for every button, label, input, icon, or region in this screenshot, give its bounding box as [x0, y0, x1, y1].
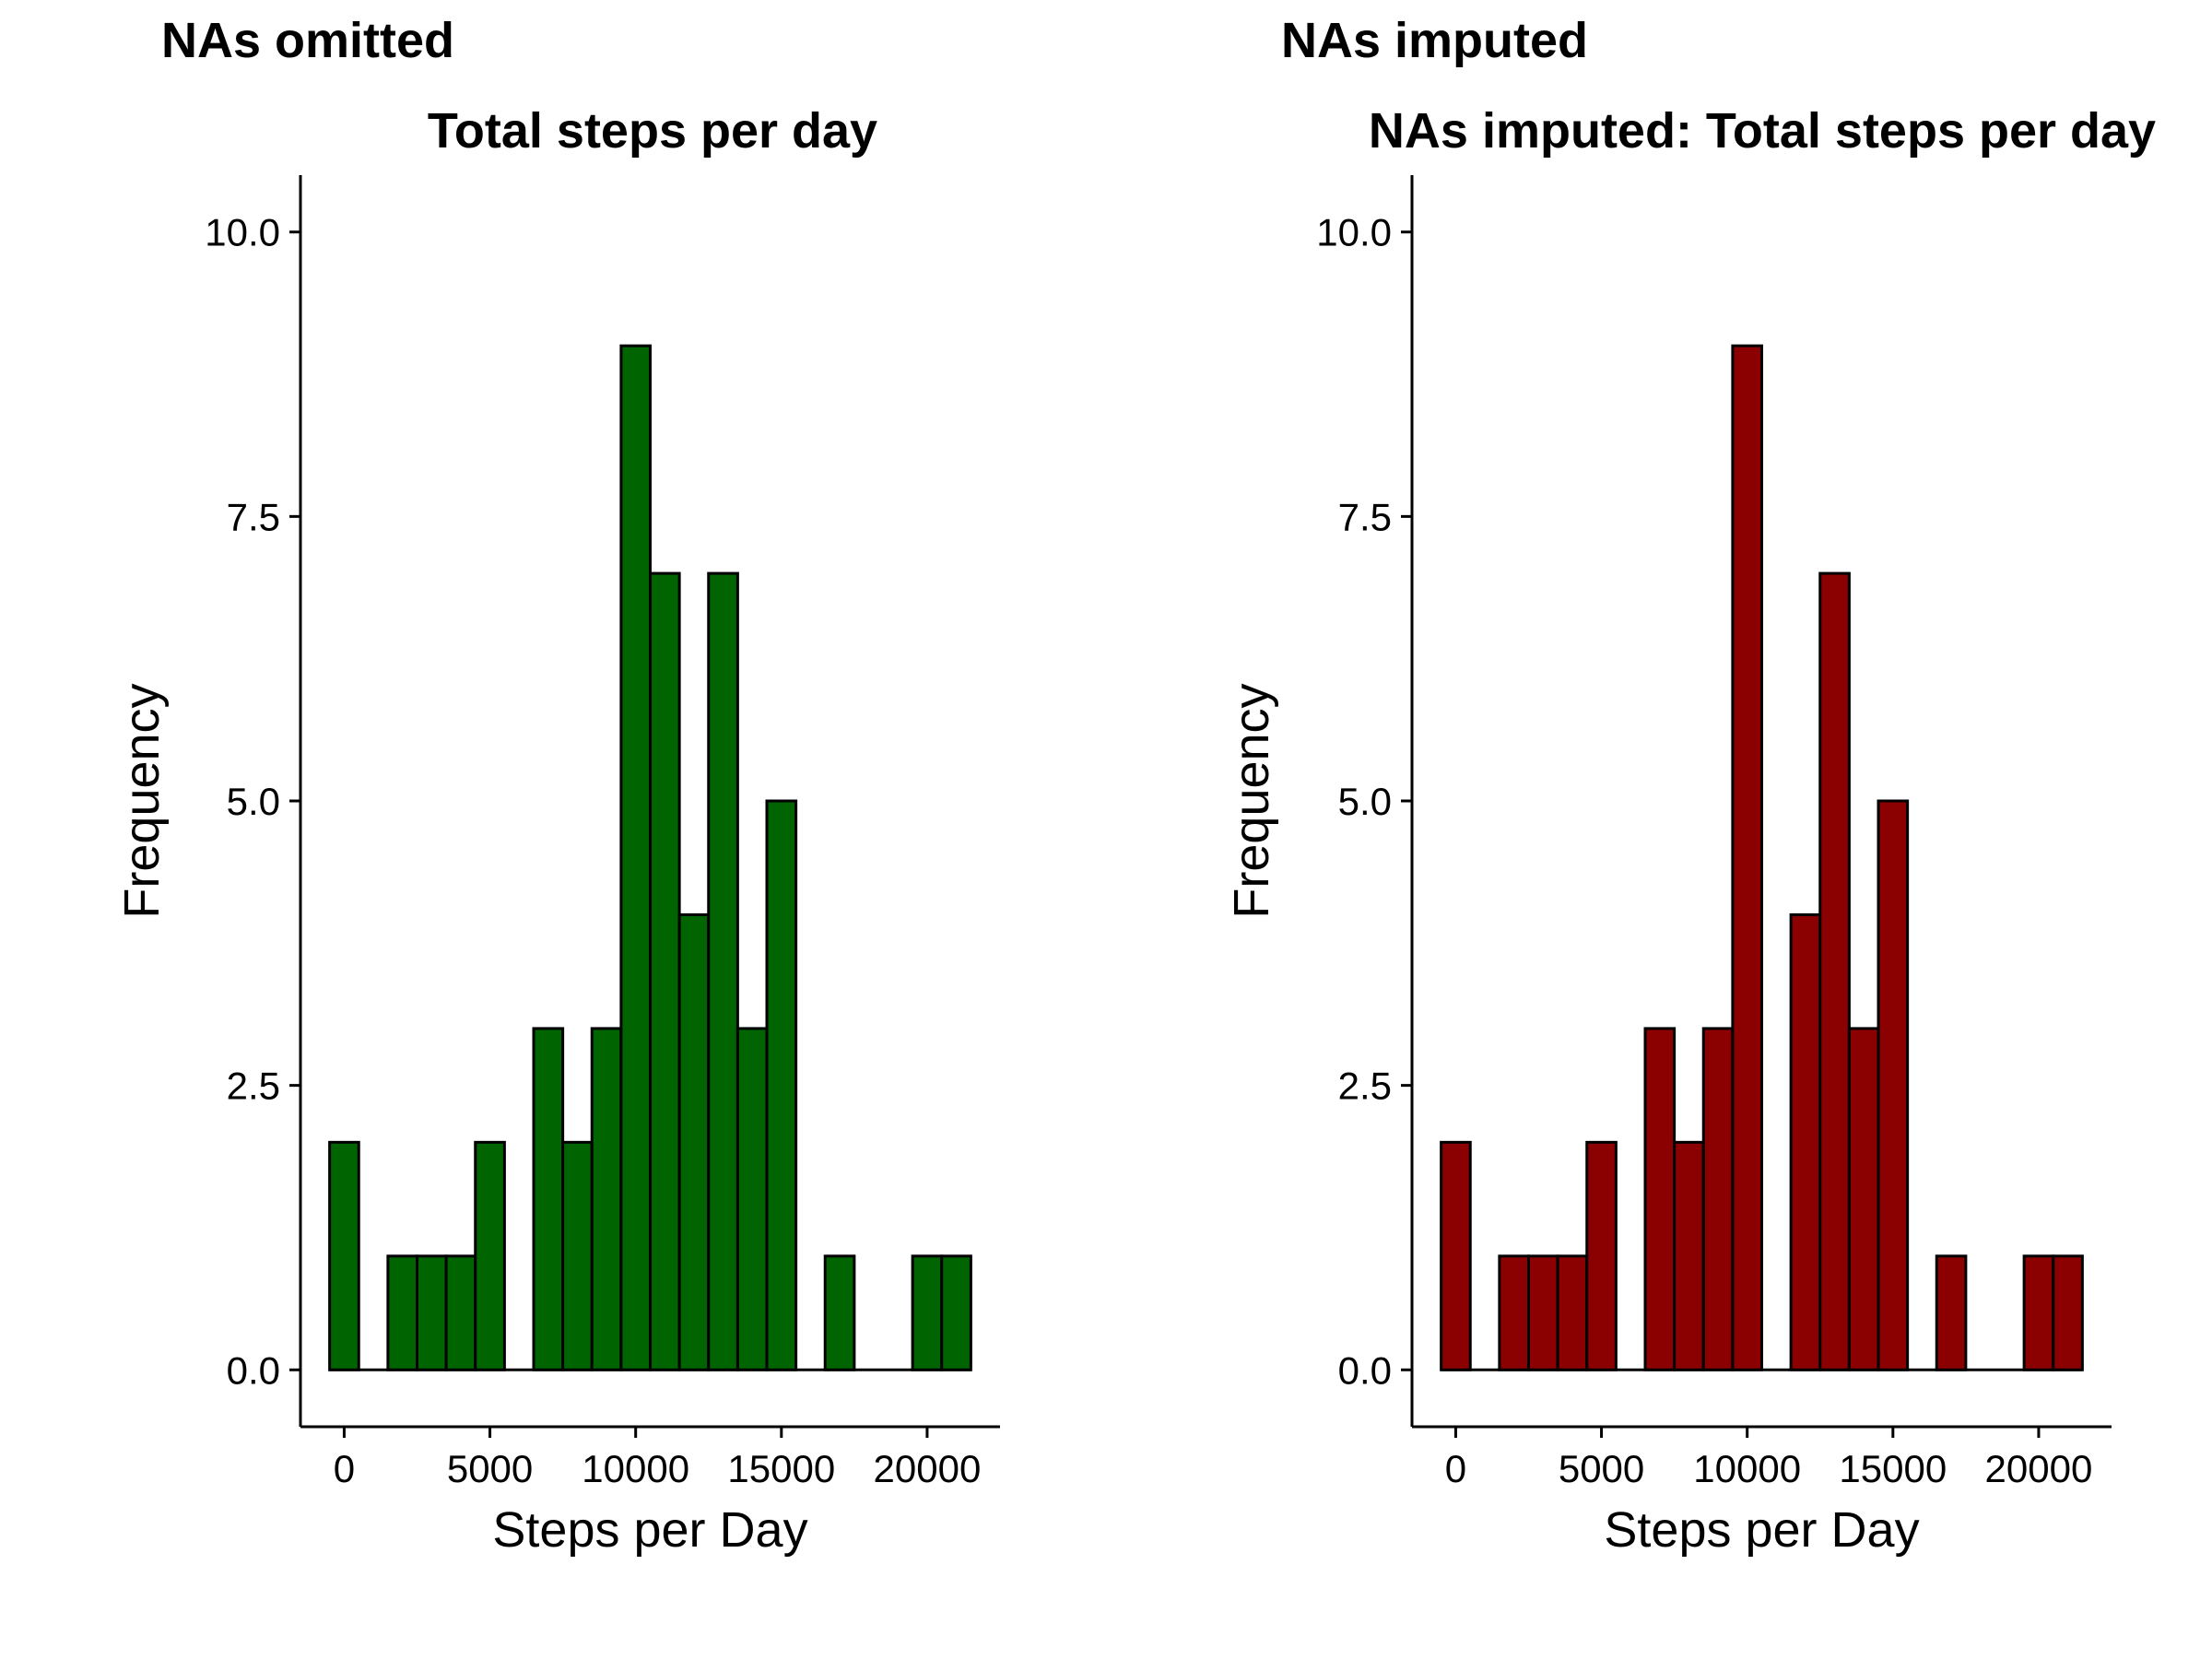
histogram-bar: [1847, 1027, 1880, 1371]
y-tick-label: 2.5: [1338, 1065, 1392, 1108]
y-tick-label: 10.0: [1316, 211, 1392, 254]
histogram-bar: [561, 1140, 594, 1371]
y-tick-label: 7.5: [227, 495, 280, 538]
histogram-bar: [416, 1254, 448, 1371]
histogram-bar: [444, 1254, 477, 1371]
y-tick-label: 2.5: [227, 1065, 280, 1108]
histogram-bar: [474, 1140, 506, 1371]
plot-title: Total steps per day: [428, 103, 877, 159]
histogram-bar: [1440, 1140, 1472, 1371]
y-tick-label: 10.0: [205, 211, 280, 254]
histogram-bar: [823, 1254, 856, 1371]
histogram-bar: [1701, 1027, 1735, 1371]
histogram-panel-1: NAs omitted Total steps per day 0.0 2.5 5.0 7…: [114, 13, 1000, 1558]
histogram-bar: [1789, 912, 1822, 1371]
plot-title: NAs imputed: Total steps per day: [1369, 103, 2156, 159]
x-tick-label: 0: [334, 1447, 355, 1490]
x-axis-title: Steps per Day: [492, 1502, 807, 1558]
x-tick-label: 5000: [447, 1447, 533, 1490]
histogram-bar: [386, 1254, 418, 1371]
y-tick-label: 0.0: [1338, 1348, 1392, 1392]
histogram-bar: [707, 571, 739, 1371]
x-tick-label: 0: [1445, 1447, 1466, 1490]
histogram-bar: [1585, 1140, 1618, 1371]
x-tick-label: 5000: [1559, 1447, 1644, 1490]
y-tick-label: 0.0: [227, 1348, 280, 1392]
y-tick-label: 7.5: [1338, 495, 1392, 538]
histogram-bar: [1498, 1254, 1530, 1371]
histogram-bar: [532, 1027, 565, 1371]
histogram-bar: [765, 799, 798, 1371]
histogram-bar: [1731, 344, 1763, 1371]
histogram-bar: [940, 1254, 972, 1371]
histogram-bar: [1673, 1140, 1705, 1371]
histogram-bar: [328, 1140, 360, 1371]
histogram-bar: [735, 1027, 769, 1371]
histogram-bar: [619, 344, 652, 1371]
histogram-bar: [911, 1254, 944, 1371]
x-tick-label: 15000: [1839, 1447, 1947, 1490]
x-tick-label: 20000: [1985, 1447, 2093, 1490]
histogram-bar: [1527, 1254, 1559, 1371]
histogram-bar: [649, 571, 681, 1371]
y-tick-label: 5.0: [227, 780, 280, 823]
x-tick-label: 10000: [582, 1447, 689, 1490]
histogram-bar: [590, 1027, 623, 1371]
x-axis-title: Steps per Day: [1604, 1502, 1919, 1558]
x-tick-label: 15000: [727, 1447, 835, 1490]
histogram-bar: [1643, 1027, 1677, 1371]
histogram-bar: [1935, 1254, 1968, 1371]
histogram-bar: [1877, 799, 1910, 1371]
y-tick-label: 5.0: [1338, 780, 1392, 823]
y-axis-title: Frequency: [1224, 683, 1279, 918]
histogram-bar: [1556, 1254, 1589, 1371]
histogram-bar: [677, 912, 711, 1371]
histogram-bar: [1818, 571, 1851, 1371]
x-tick-label: 10000: [1693, 1447, 1801, 1490]
x-tick-label: 20000: [874, 1447, 982, 1490]
y-axis-title: Frequency: [114, 683, 170, 918]
panel-tag: NAs imputed: [1281, 13, 1588, 68]
histogram-bar: [2052, 1254, 2084, 1371]
panel-tag: NAs omitted: [161, 13, 454, 68]
histogram-panel-2: NAs imputed NAs imputed: Total steps per …: [1224, 13, 2156, 1558]
histogram-bar: [2022, 1254, 2055, 1371]
